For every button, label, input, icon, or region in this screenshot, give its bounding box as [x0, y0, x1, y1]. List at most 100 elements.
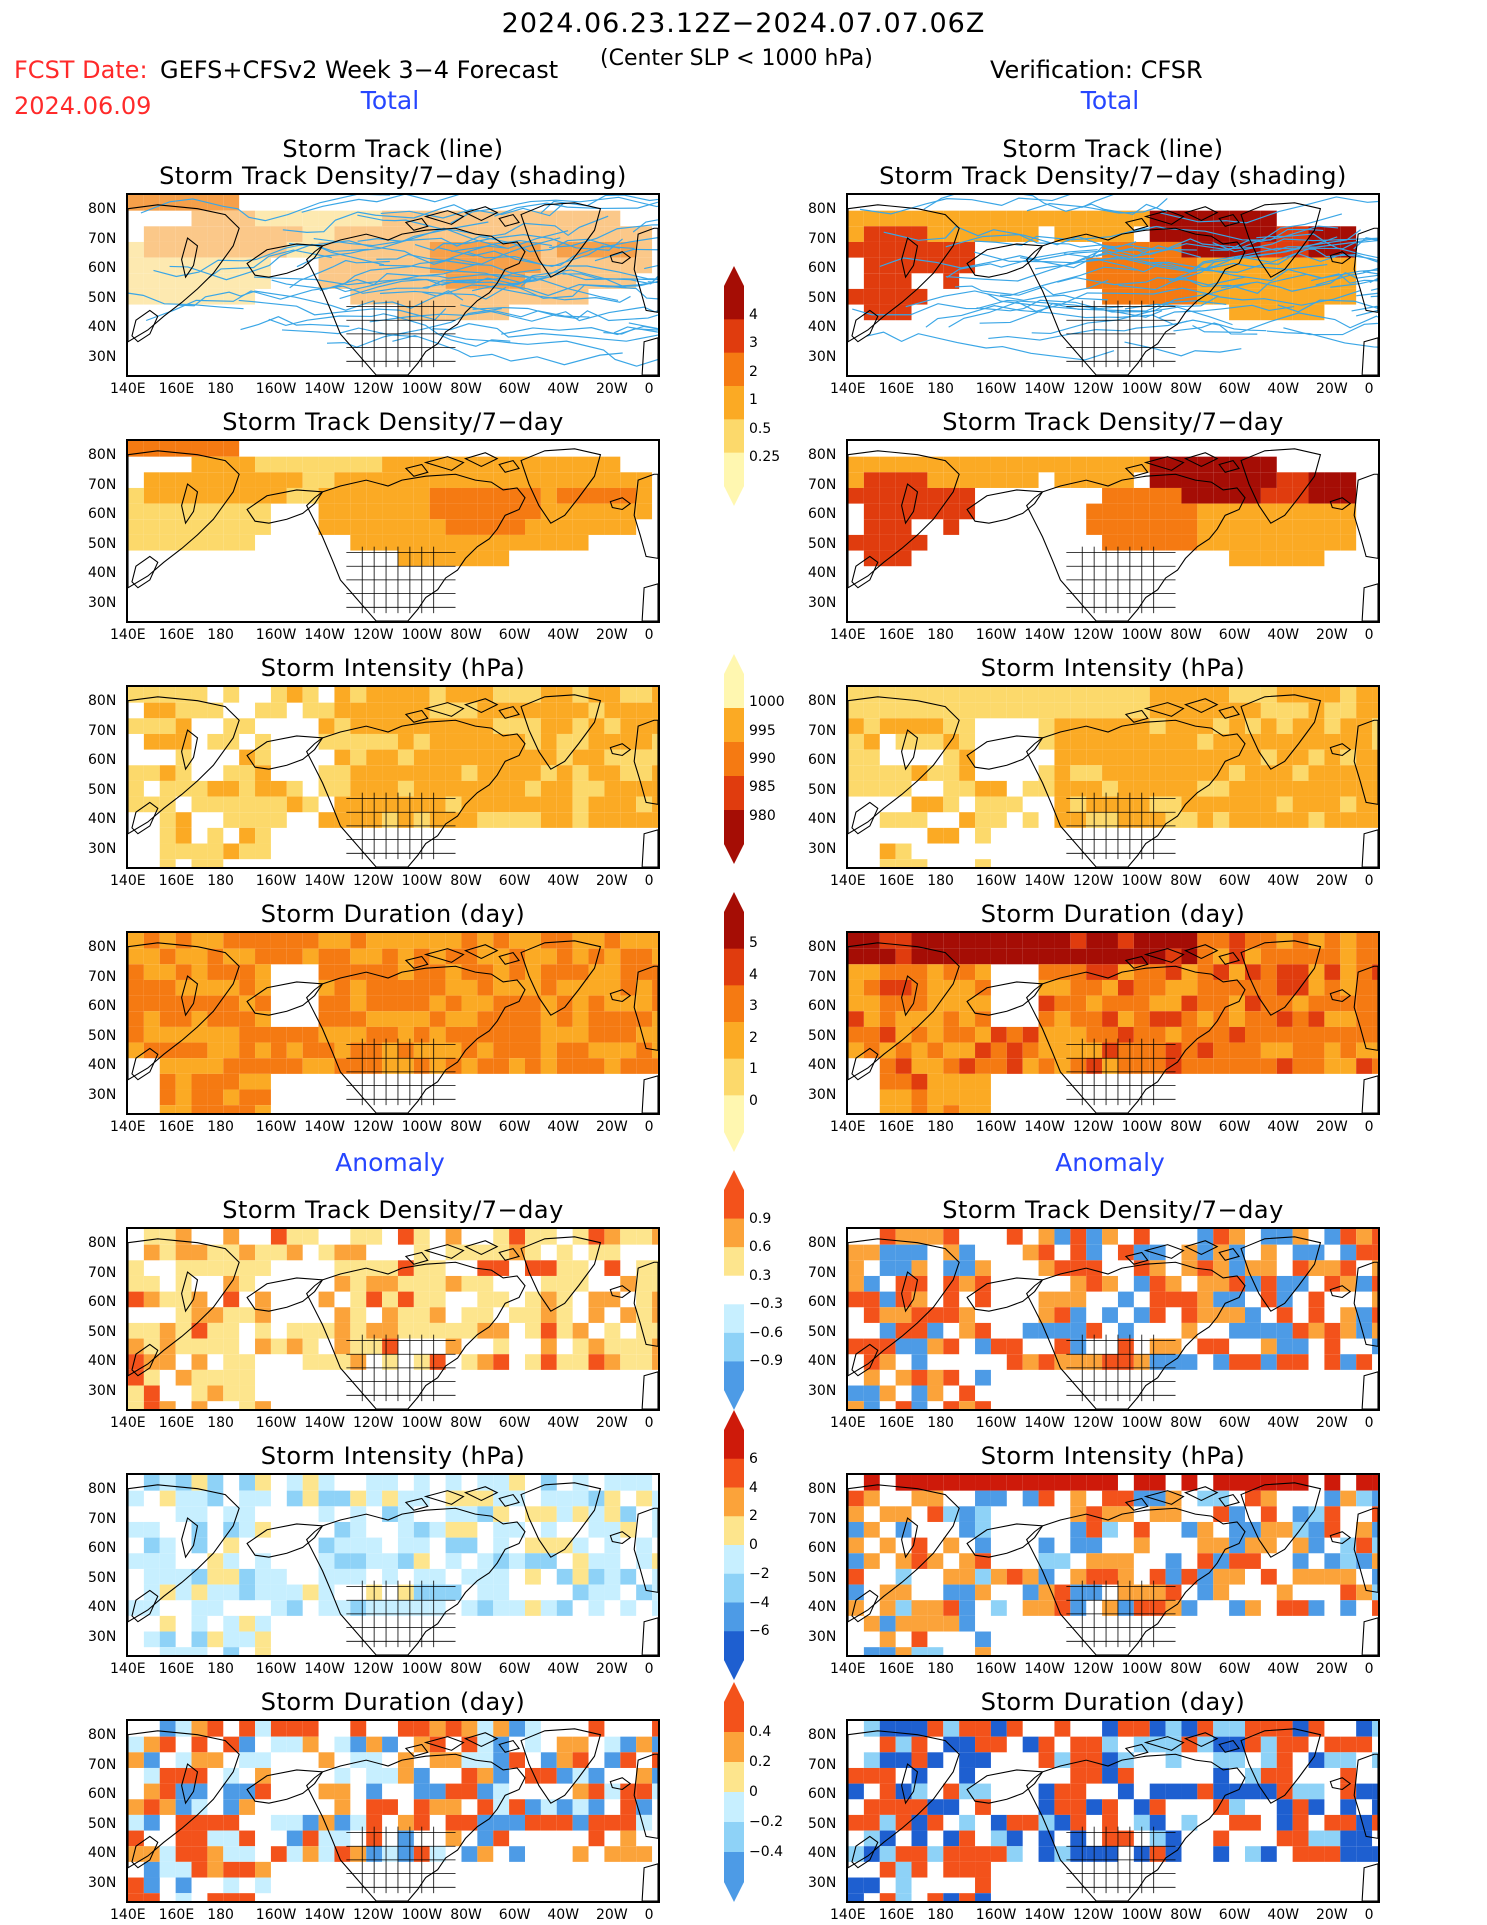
- shade-cell: [572, 1490, 589, 1507]
- shade-cell: [975, 1291, 991, 1308]
- shade-cell: [895, 550, 912, 567]
- shade-cell: [620, 812, 637, 828]
- shade-cell: [175, 843, 192, 860]
- shade-cell: [1260, 796, 1277, 813]
- shade-cell: [239, 1042, 256, 1059]
- shade-cell: [1308, 780, 1325, 797]
- shade-cell: [334, 1568, 351, 1585]
- map-panel-left-7: [126, 1719, 660, 1903]
- shade-cell: [429, 534, 446, 551]
- shade-cell: [366, 1736, 383, 1753]
- shade-cell: [445, 519, 462, 535]
- coastline: [1124, 217, 1149, 231]
- shade-cell: [879, 1058, 896, 1074]
- shade-cell: [255, 1521, 271, 1538]
- shade-cell: [1117, 765, 1134, 781]
- shade-cell: [207, 979, 224, 996]
- shade-cell: [556, 1307, 573, 1323]
- coastline: [1353, 473, 1378, 559]
- shade-cell: [1308, 519, 1325, 535]
- shade-cell: [286, 1736, 303, 1753]
- shade-cell: [1165, 749, 1182, 766]
- shade-cell: [159, 1537, 176, 1554]
- shade-cell: [572, 1506, 589, 1522]
- shade-cell: [143, 1553, 160, 1569]
- lat-tick-label: 80N: [88, 447, 117, 463]
- lon-tick-label: 40W: [547, 1415, 580, 1431]
- shade-cell: [990, 1475, 1007, 1491]
- lat-tick-label: 40N: [88, 1057, 117, 1073]
- shade-cell: [588, 749, 605, 766]
- shade-cell: [1372, 1011, 1378, 1027]
- shade-cell: [318, 519, 335, 535]
- storm-track-line: [282, 327, 418, 338]
- shade-cell: [943, 1401, 960, 1409]
- shade-cell: [255, 456, 271, 473]
- shade-cell: [1086, 210, 1103, 227]
- shade-cell: [1340, 472, 1357, 488]
- shade-cell: [175, 1011, 192, 1027]
- colorbar-label: 980: [749, 807, 776, 824]
- shade-cell: [413, 1260, 430, 1276]
- shade-cell: [911, 687, 928, 703]
- shade-cell: [493, 1600, 510, 1616]
- colorbar-label: 0.25: [749, 449, 781, 466]
- shade-cell: [128, 241, 144, 258]
- shade-cell: [525, 765, 541, 781]
- shade-cell: [207, 780, 224, 797]
- shade-cell: [1054, 1026, 1071, 1043]
- shade-cell: [895, 765, 912, 781]
- shade-cell: [911, 1783, 928, 1800]
- shade-cell: [1149, 765, 1166, 781]
- shade-cell: [636, 749, 653, 766]
- shade-cell: [382, 1799, 398, 1815]
- shade-cell: [159, 687, 176, 703]
- storm-track-line: [866, 331, 1115, 361]
- shade-cell: [911, 1073, 928, 1090]
- shade-cell: [604, 964, 621, 980]
- shade-cell: [1197, 796, 1214, 813]
- shade-cell: [1308, 1799, 1325, 1815]
- coastline: [1183, 452, 1219, 468]
- shade-cell: [879, 472, 896, 488]
- shade-cell: [477, 1721, 494, 1737]
- shade-cell: [959, 1767, 976, 1784]
- shade-cell: [207, 1600, 224, 1616]
- coastline: [1353, 719, 1378, 805]
- storm-track-line: [859, 195, 1071, 215]
- shade-cell: [509, 687, 526, 703]
- colorbar-label: 0: [749, 1784, 758, 1800]
- shade-cell: [652, 948, 658, 965]
- shade-cell: [302, 1354, 319, 1370]
- shade-cell: [895, 273, 912, 289]
- shade-cell: [879, 765, 896, 781]
- shade-cell: [366, 487, 383, 504]
- shade-cell: [1133, 718, 1150, 734]
- shade-cell: [1197, 1058, 1214, 1074]
- shade-cell: [525, 1229, 541, 1245]
- shade-cell: [990, 1830, 1007, 1847]
- colorbar-arrow-bottom: [724, 486, 744, 506]
- shade-cell: [620, 1752, 637, 1768]
- shade-cell: [382, 995, 398, 1012]
- shade-cell: [863, 210, 880, 227]
- shade-cell: [350, 456, 367, 473]
- shade-cell: [863, 1877, 880, 1894]
- shade-cell: [1054, 210, 1071, 227]
- shade-cell: [397, 1260, 414, 1276]
- shade-cell: [318, 995, 335, 1012]
- shade-cell: [1054, 718, 1071, 734]
- shade-cell: [943, 933, 960, 949]
- shade-cell: [540, 1814, 557, 1831]
- shade-cell: [572, 1260, 589, 1276]
- shade-cell: [509, 487, 526, 504]
- shade-cell: [159, 702, 176, 719]
- shade-cell: [1133, 519, 1150, 535]
- shade-cell: [255, 1584, 271, 1601]
- coastline: [181, 1517, 199, 1559]
- shade-cell: [477, 933, 494, 949]
- shade-cell: [895, 304, 912, 321]
- colorbar-duration-anom: [724, 1682, 744, 1902]
- shade-cell: [911, 1322, 928, 1339]
- shade-cell: [1117, 1568, 1134, 1585]
